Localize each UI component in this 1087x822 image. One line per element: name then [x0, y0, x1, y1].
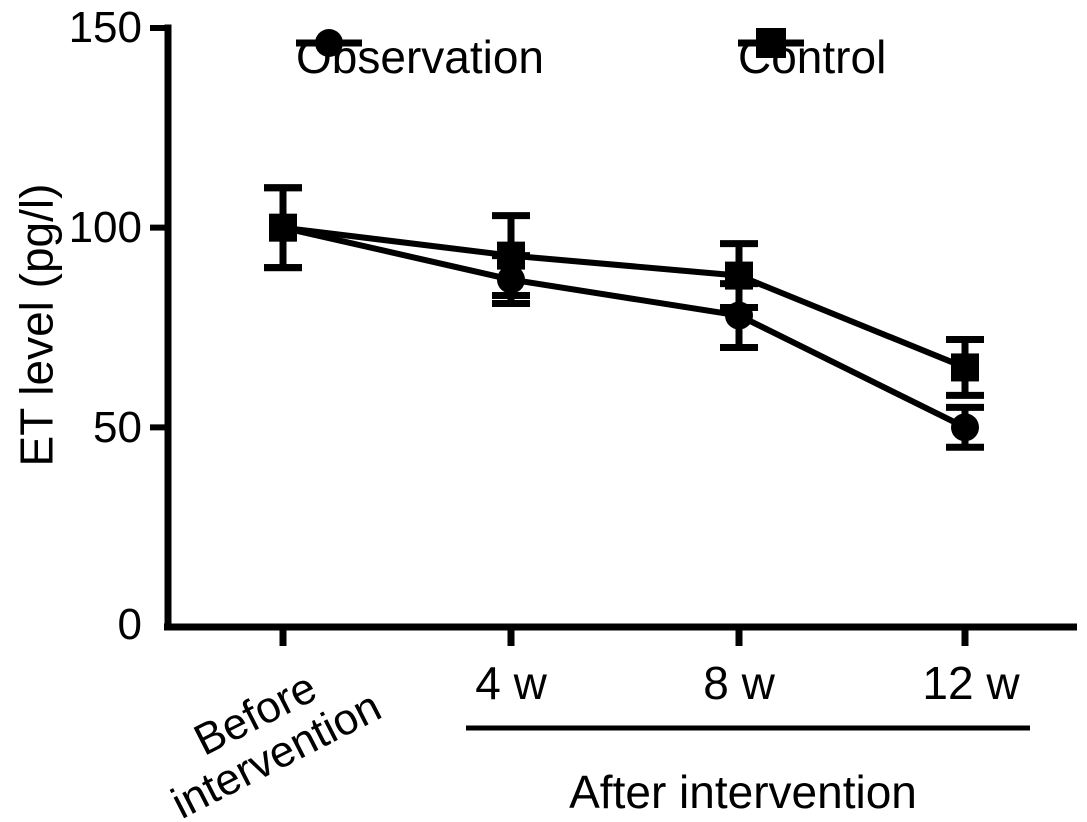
- control-line: [282, 224, 967, 371]
- observation-line: [282, 224, 967, 431]
- control-point-0: [269, 213, 297, 242]
- control-point-1: [497, 241, 525, 270]
- axes: [150, 24, 1077, 646]
- circle-marker-icon: [296, 29, 362, 57]
- y-tick-label-0: 0: [117, 600, 142, 649]
- y-tick-label-50: 50: [93, 403, 142, 452]
- y-axis-title: ET level (pg/l): [10, 183, 63, 467]
- series-control: [264, 184, 984, 399]
- x-tick-label-12w: 12 w: [922, 657, 1020, 709]
- control-point-2: [725, 261, 753, 290]
- x-tick-label-8w: 8 w: [703, 657, 775, 709]
- y-tick-label-150: 150: [68, 3, 142, 52]
- x-tick-label-4w: 4 w: [475, 657, 547, 709]
- y-tick-label-100: 100: [68, 203, 142, 252]
- x-group-label-after-intervention: After intervention: [569, 766, 917, 818]
- observation-point-3: [951, 413, 979, 442]
- square-marker-icon: [738, 28, 804, 58]
- control-point-3: [951, 353, 979, 382]
- series-observation: [264, 184, 984, 451]
- legend-item-observation: Observation: [296, 28, 544, 86]
- legend-item-control: Control: [738, 28, 886, 86]
